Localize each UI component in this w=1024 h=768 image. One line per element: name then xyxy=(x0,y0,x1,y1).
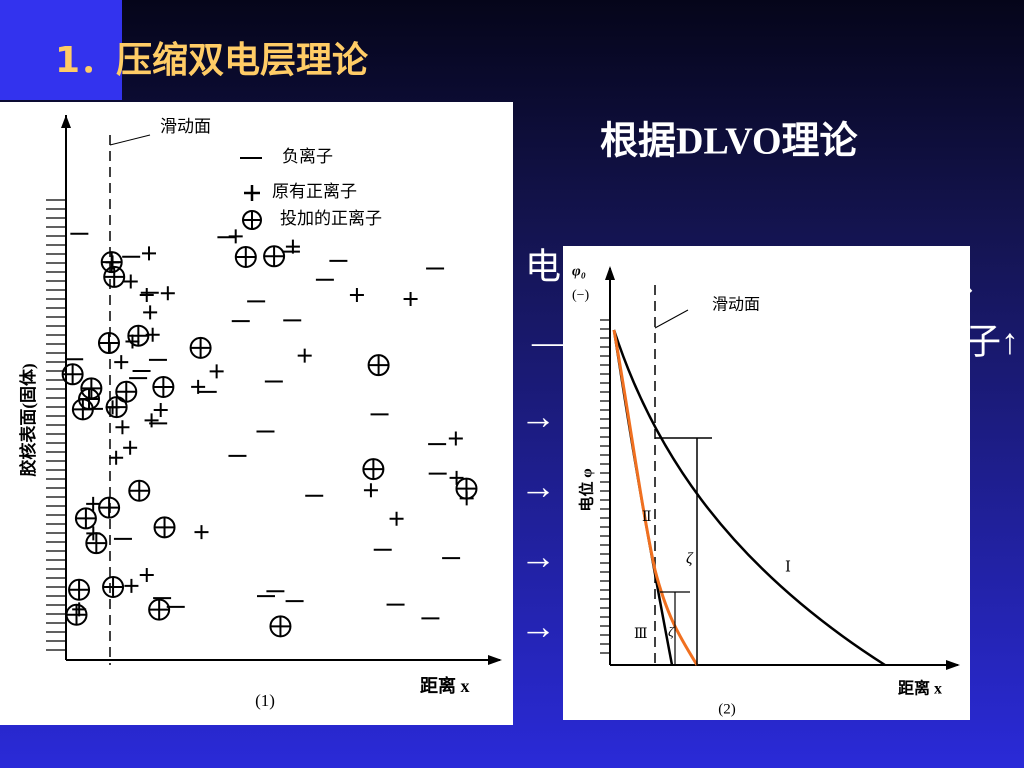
circled-plus xyxy=(116,381,137,402)
circled-plus xyxy=(98,333,119,354)
plus xyxy=(109,450,124,465)
label: 滑动面 xyxy=(712,296,760,314)
curve-label: Ⅲ xyxy=(634,627,648,642)
legend: 投加的正离子 xyxy=(280,209,382,228)
curve-2 xyxy=(612,329,699,666)
y-label: 电位 φ xyxy=(577,468,595,511)
arrow xyxy=(61,115,71,128)
plus xyxy=(448,431,463,446)
label: (−) xyxy=(572,288,590,303)
figure-2-panel xyxy=(563,246,970,720)
circled-plus xyxy=(149,599,170,620)
circled-plus xyxy=(99,497,120,518)
figure-2: 滑动面 φ₀ (−) 电位 φ Ⅰ Ⅱ Ⅲ ζ ζ 距离 x (2) xyxy=(563,246,970,720)
arrow xyxy=(946,660,960,670)
circled-plus xyxy=(129,480,150,501)
zeta: ζ xyxy=(686,551,694,568)
plus xyxy=(144,413,159,428)
legend: 负离子 xyxy=(282,147,333,166)
title-block xyxy=(0,0,122,100)
fragment: 电 xyxy=(525,246,561,286)
circled-plus xyxy=(128,325,149,346)
fragment: → xyxy=(520,396,556,436)
x-label: 距离 x xyxy=(420,675,470,696)
plus xyxy=(160,286,175,301)
plus xyxy=(297,348,312,363)
figure-1-panel xyxy=(0,102,513,725)
leader xyxy=(654,309,689,329)
plus xyxy=(349,287,364,302)
plus xyxy=(244,185,260,201)
plus xyxy=(228,229,243,244)
plus xyxy=(139,287,154,302)
caption: (2) xyxy=(718,701,736,717)
plus xyxy=(209,364,224,379)
plus xyxy=(389,511,404,526)
leader xyxy=(109,134,151,146)
circled-plus xyxy=(235,247,256,268)
circled-plus xyxy=(363,459,384,480)
circled-plus xyxy=(154,517,175,538)
plus xyxy=(114,355,129,370)
heading: 根据DLVO理论 xyxy=(600,121,859,163)
circled-plus xyxy=(86,533,107,554)
y-label: 胶核表面(固体) xyxy=(18,363,38,476)
circled-plus xyxy=(69,579,90,600)
plus xyxy=(459,491,474,506)
plus xyxy=(86,496,101,511)
legend: 原有正离子 xyxy=(272,182,357,201)
plus xyxy=(153,402,168,417)
arrow xyxy=(488,655,502,665)
caption: (1) xyxy=(255,691,275,710)
plus xyxy=(191,379,206,394)
fragment: 子↑ xyxy=(965,321,1019,361)
arrow xyxy=(605,266,615,280)
circled-plus xyxy=(62,364,83,385)
circled-plus xyxy=(81,378,102,399)
circled-plus xyxy=(66,604,87,625)
label: φ₀ xyxy=(572,263,586,279)
fragment: → xyxy=(520,606,556,646)
x-label: 距离 x xyxy=(898,679,942,698)
plus xyxy=(125,334,140,349)
circled-plus xyxy=(368,355,389,376)
circled-plus xyxy=(75,508,96,529)
fragment: → xyxy=(520,466,556,506)
plus xyxy=(123,440,138,455)
zeta-dimension xyxy=(660,591,690,665)
plus xyxy=(449,470,464,485)
title: 1．压缩双电层理论 xyxy=(55,40,369,81)
label: 滑动面 xyxy=(160,117,211,136)
circled-plus xyxy=(153,376,174,397)
circled-plus xyxy=(103,577,124,598)
circled-plus xyxy=(190,337,211,358)
plus xyxy=(194,525,209,540)
curve-label: Ⅱ xyxy=(642,510,652,525)
plus xyxy=(105,400,120,415)
circled-plus xyxy=(104,266,125,287)
circled-plus xyxy=(101,252,122,273)
plus xyxy=(124,578,139,593)
zeta-dimension xyxy=(655,437,712,665)
figure-1: 滑动面 负离子 原有正离子 投加的正离子 胶核表面(固体) 距离 x (1) xyxy=(0,102,513,725)
circled-plus xyxy=(243,211,261,229)
plus xyxy=(72,602,87,617)
curve-1 xyxy=(612,329,886,667)
fragment: → xyxy=(520,536,556,576)
plus xyxy=(363,483,378,498)
plus xyxy=(115,420,130,435)
circled-plus xyxy=(264,246,285,267)
circled-plus xyxy=(270,616,291,637)
plus xyxy=(143,305,158,320)
plus xyxy=(142,246,157,261)
plus xyxy=(403,292,418,307)
plus xyxy=(145,327,160,342)
fragment: — xyxy=(531,321,569,361)
plus xyxy=(139,567,154,582)
curve-label: Ⅰ xyxy=(785,559,791,575)
zeta: ζ xyxy=(668,625,675,640)
plus xyxy=(123,274,138,289)
